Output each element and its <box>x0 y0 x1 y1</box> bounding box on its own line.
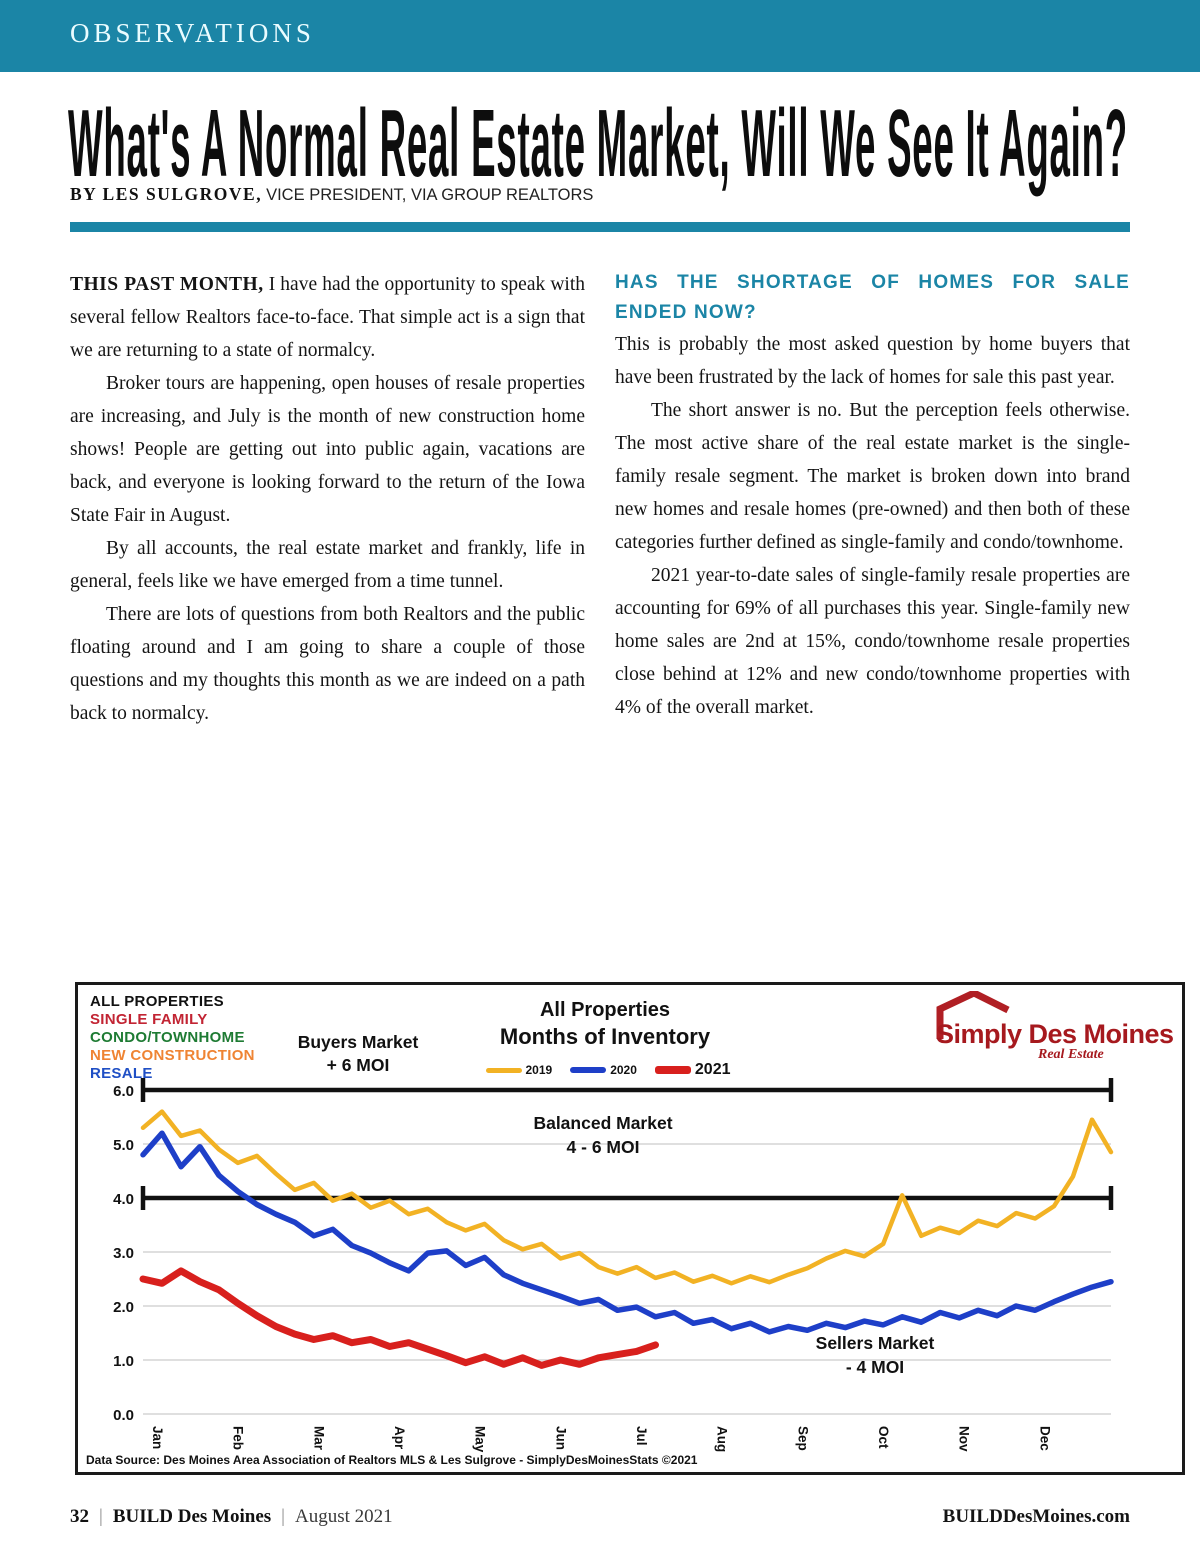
legend-swatch-2019 <box>485 1067 522 1073</box>
series-line-2020 <box>140 1130 1114 1335</box>
accent-rule <box>70 222 1130 232</box>
legend-item-2021: 2021 <box>654 1061 731 1079</box>
svg-text:Jun: Jun <box>553 1426 568 1450</box>
svg-text:2.0: 2.0 <box>113 1299 134 1316</box>
article-body: THIS PAST MONTH, I have had the opportun… <box>70 268 1130 730</box>
subheading: HAS THE SHORTAGE OF HOMES FOR SALE ENDED… <box>615 272 1130 323</box>
magazine-name: BUILD Des Moines <box>112 1506 272 1527</box>
section-kicker: OBSERVATIONS <box>70 18 315 48</box>
svg-text:5.0: 5.0 <box>113 1137 134 1154</box>
legend-item-2020: 2020 <box>570 1063 637 1077</box>
svg-text:4.0: 4.0 <box>113 1191 134 1208</box>
website-url: BUILDDesMoines.com <box>942 1506 1130 1527</box>
svg-text:Mar: Mar <box>311 1426 326 1451</box>
svg-text:1.0: 1.0 <box>113 1353 134 1370</box>
section-header-bar <box>0 0 1200 72</box>
legend-swatch-2021 <box>654 1066 691 1074</box>
balanced-market-annotation: Balanced Market 4 - 6 MOI <box>533 1113 673 1157</box>
series-line-2021 <box>139 1267 659 1369</box>
paragraph: By all accounts, the real estate market … <box>70 538 585 592</box>
svg-text:6.0: 6.0 <box>113 1083 134 1100</box>
svg-text:Feb: Feb <box>231 1426 246 1450</box>
right-column: HAS THE SHORTAGE OF HOMES FOR SALE ENDED… <box>615 268 1130 730</box>
buyers-market-annotation: Buyers Market + 6 MOI <box>297 1032 419 1075</box>
article-title-wrap: What's A Normal Real Estate Market, Will… <box>68 90 1132 197</box>
page-number: 32 <box>70 1506 89 1527</box>
key-item: NEW CONSTRUCTION <box>90 1047 255 1064</box>
key-item: SINGLE FAMILY <box>90 1011 208 1028</box>
left-column: THIS PAST MONTH, I have had the opportun… <box>70 268 585 730</box>
sellers-market-annotation: Sellers Market - 4 MOI <box>815 1333 935 1377</box>
svg-text:Jan: Jan <box>150 1426 165 1449</box>
article-title: What's A Normal Real Estate Market, Will… <box>68 90 1128 197</box>
key-item: CONDO/TOWNHOME <box>90 1029 245 1046</box>
paragraph: There are lots of questions from both Re… <box>70 604 585 724</box>
key-item: ALL PROPERTIES <box>90 993 224 1010</box>
legend-swatch-2020 <box>570 1067 607 1073</box>
svg-text:Nov: Nov <box>957 1426 972 1452</box>
svg-text:May: May <box>473 1426 488 1453</box>
footer-left: 32 | BUILD Des Moines | August 2021 <box>70 1506 393 1528</box>
svg-text:3.0: 3.0 <box>113 1245 134 1262</box>
issue-date: August 2021 <box>294 1506 393 1527</box>
series-line-2019 <box>140 1109 1114 1286</box>
footer-divider: | <box>99 1506 103 1527</box>
svg-text:Jul: Jul <box>634 1426 649 1446</box>
chart-legend: 2019 2020 2021 <box>408 1061 808 1079</box>
chart-title: All Properties Months of Inventory <box>499 999 711 1049</box>
byline-role: VICE PRESIDENT, VIA GROUP REALTORS <box>266 186 594 204</box>
svg-text:Dec: Dec <box>1037 1426 1052 1451</box>
data-source-note: Data Source: Des Moines Area Association… <box>86 1453 698 1467</box>
svg-text:Apr: Apr <box>392 1426 407 1450</box>
paragraph: THIS PAST MONTH, I have had the opportun… <box>70 268 585 367</box>
footer-divider: | <box>281 1506 285 1527</box>
paragraph: This is probably the most asked question… <box>615 334 1130 388</box>
property-type-key: ALL PROPERTIES SINGLE FAMILY CONDO/TOWNH… <box>90 993 255 1083</box>
svg-text:Sep: Sep <box>795 1426 810 1451</box>
paragraph: 2021 year-to-date sales of single-family… <box>615 565 1130 718</box>
svg-text:0.0: 0.0 <box>113 1407 134 1424</box>
paragraph: The short answer is no. But the percepti… <box>615 400 1130 553</box>
chart-inner: 0.0 1.0 2.0 3.0 4.0 5.0 6.0 Jan Feb Mar Apr May Jun J… <box>78 985 1182 1472</box>
simply-des-moines-logo: Simply Des Moines Real Estate <box>900 989 1174 1063</box>
svg-text:Aug: Aug <box>715 1426 730 1452</box>
svg-text:Oct: Oct <box>876 1426 891 1449</box>
key-item: RESALE <box>90 1065 153 1082</box>
paragraph: Broker tours are happening, open houses … <box>70 373 585 526</box>
logo-roof-icon <box>936 989 1010 1039</box>
inventory-chart: 0.0 1.0 2.0 3.0 4.0 5.0 6.0 Jan Feb Mar Apr May Jun J… <box>75 982 1185 1475</box>
moi-plot: 0.0 1.0 2.0 3.0 4.0 5.0 6.0 Jan Feb Mar Apr May Jun J… <box>113 1078 1114 1453</box>
byline: BY LES SULGROVE, VICE PRESIDENT, VIA GRO… <box>70 184 593 205</box>
lead-in: THIS PAST MONTH, <box>70 274 264 295</box>
lead-text: I have had the opportunity to speak with… <box>70 274 586 361</box>
legend-item-2019: 2019 <box>485 1063 552 1077</box>
byline-author: BY LES SULGROVE, <box>70 184 263 204</box>
